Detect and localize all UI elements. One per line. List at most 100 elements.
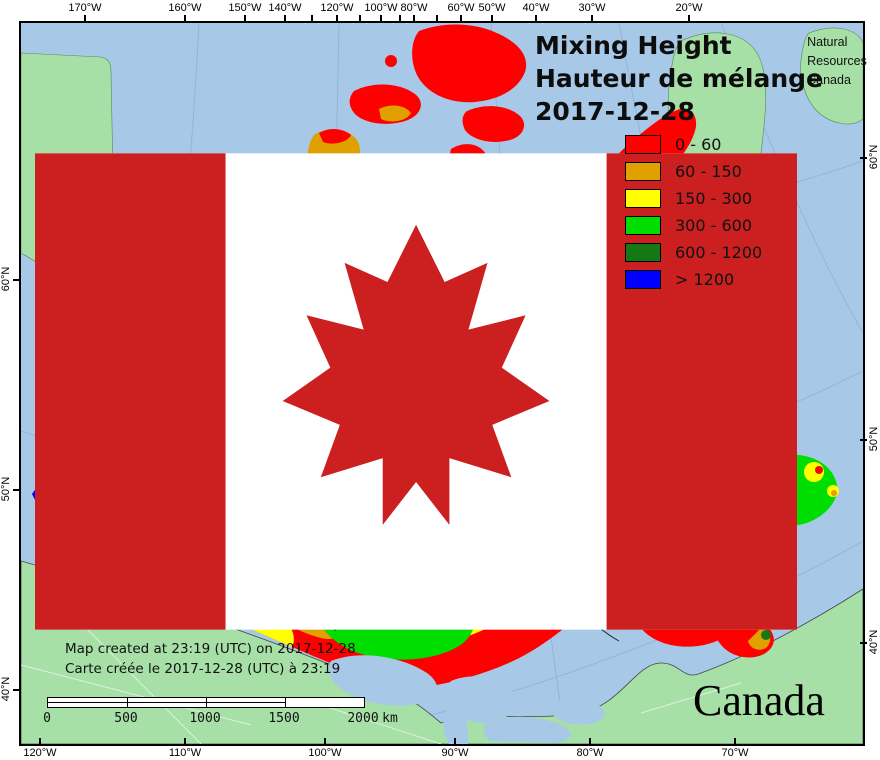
- canada-wordmark-text: Canada: [693, 676, 825, 725]
- scale-label: 0: [43, 711, 51, 726]
- map-title-date: 2017-12-28: [535, 97, 695, 126]
- axis-tick: [311, 15, 313, 22]
- axis-tick: [84, 15, 86, 22]
- legend-row: > 1200: [625, 270, 762, 289]
- axis-tick: [688, 15, 690, 22]
- axis-tick: [860, 439, 867, 441]
- axis-tick: [13, 689, 20, 691]
- axis-label-top: 60°W: [447, 2, 475, 14]
- usa-state-lines: [21, 622, 742, 744]
- axis-label-left: 60°N: [0, 266, 12, 292]
- scale-label: 1500: [268, 711, 300, 726]
- axis-label-top: 80°W: [400, 2, 428, 14]
- legend-row: 150 - 300: [625, 189, 762, 208]
- legend-label: 150 - 300: [675, 189, 753, 208]
- nrcan-header: Natural Resources Canada Ressources natu…: [35, 31, 880, 752]
- axis-tick: [13, 279, 20, 281]
- axis-tick: [591, 15, 593, 22]
- legend-swatch: [625, 270, 661, 289]
- axis-label-top: 140°W: [268, 2, 302, 14]
- axis-label-bottom: 100°W: [308, 747, 342, 759]
- legend-swatch: [625, 243, 661, 262]
- scale-bar-bar: [47, 697, 365, 708]
- legend-row: 0 - 60: [625, 135, 762, 154]
- nrcan-en-line1: Natural Resources: [807, 35, 867, 68]
- axis-tick: [336, 15, 338, 22]
- wordmark-flag-icon: [820, 679, 880, 760]
- legend-swatch: [625, 135, 661, 154]
- legend-swatch: [625, 216, 661, 235]
- axis-label-top: 50°W: [478, 2, 506, 14]
- axis-tick: [39, 738, 41, 745]
- axis-tick: [460, 15, 462, 22]
- axis-label-right: 60°N: [868, 144, 880, 170]
- axis-tick: [413, 15, 415, 22]
- axis-tick: [244, 15, 246, 22]
- legend-swatch: [625, 162, 661, 181]
- axis-label-left: 50°N: [0, 476, 12, 502]
- legend-label: 0 - 60: [675, 135, 722, 154]
- scale-label: 1000: [189, 711, 221, 726]
- axis-tick: [13, 489, 20, 491]
- map-title-en: Mixing Height: [535, 31, 732, 60]
- great-lakes: [328, 655, 605, 744]
- scale-label: 500: [114, 711, 138, 726]
- map-frame: Natural Resources Canada Ressources natu…: [19, 21, 867, 746]
- axis-label-top: 20°W: [675, 2, 703, 14]
- axis-label-top: 160°W: [168, 2, 202, 14]
- axis-label-right: 50°N: [868, 426, 880, 452]
- nrcan-name-en: Natural Resources Canada: [807, 31, 880, 752]
- creation-note-fr: Carte créée le 2017-12-28 (UTC) à 23:19: [65, 661, 341, 678]
- legend-swatch: [625, 189, 661, 208]
- legend-row: 300 - 600: [625, 216, 762, 235]
- axis-label-top: 40°W: [522, 2, 550, 14]
- axis-tick: [436, 15, 438, 22]
- axis-tick: [860, 157, 867, 159]
- axis-label-top: 170°W: [68, 2, 102, 14]
- legend-row: 60 - 150: [625, 162, 762, 181]
- axis-tick: [491, 15, 493, 22]
- axis-label-bottom: 90°W: [441, 747, 469, 759]
- axis-label-bottom: 110°W: [168, 747, 202, 759]
- axis-tick: [324, 738, 326, 745]
- legend-row: 600 - 1200: [625, 243, 762, 262]
- scale-bar: 0 500 1000 1500 2000 km: [43, 697, 407, 727]
- axis-tick: [184, 738, 186, 745]
- nrcan-en-line2: Canada: [807, 72, 851, 87]
- legend-label: 600 - 1200: [675, 243, 763, 262]
- axis-label-bottom: 120°W: [23, 747, 57, 759]
- legend-label: 60 - 150: [675, 162, 742, 181]
- canada-wordmark: Canada: [693, 679, 825, 723]
- axis-tick: [535, 15, 537, 22]
- canada-flag-icon: [35, 153, 798, 630]
- legend-label: > 1200: [675, 270, 735, 289]
- scale-bar-labels: 0 500 1000 1500 2000 km: [43, 711, 407, 727]
- scale-unit: km: [382, 711, 398, 726]
- map-title-fr: Hauteur de mélange: [535, 64, 823, 93]
- legend-label: 300 - 600: [675, 216, 753, 235]
- axis-label-bottom: 70°W: [721, 747, 749, 759]
- axis-label-left: 40°N: [0, 676, 12, 702]
- axis-tick: [184, 15, 186, 22]
- axis-label-top: 120°W: [320, 2, 354, 14]
- axis-tick: [860, 642, 867, 644]
- axis-tick: [359, 15, 361, 22]
- iceland-land: [800, 27, 863, 125]
- axis-tick: [284, 15, 286, 22]
- axis-tick: [380, 15, 382, 22]
- axis-tick: [734, 738, 736, 745]
- legend: 0 - 60 60 - 150 150 - 300 300 - 600 600 …: [625, 135, 762, 297]
- axis-label-bottom: 80°W: [576, 747, 604, 759]
- map-title: Mixing Height Hauteur de mélange 2017-12…: [535, 29, 823, 128]
- axis-label-top: 100°W: [364, 2, 398, 14]
- creation-note: Map created at 23:19 (UTC) on 2017-12-28…: [65, 639, 356, 680]
- axis-tick: [589, 738, 591, 745]
- axis-tick: [399, 15, 401, 22]
- axis-label-right: 40°N: [868, 629, 880, 655]
- axis-label-top: 30°W: [578, 2, 606, 14]
- axis-label-top: 150°W: [228, 2, 262, 14]
- creation-note-en: Map created at 23:19 (UTC) on 2017-12-28: [65, 641, 356, 657]
- axis-tick: [454, 738, 456, 745]
- scale-label: 2000: [347, 711, 379, 726]
